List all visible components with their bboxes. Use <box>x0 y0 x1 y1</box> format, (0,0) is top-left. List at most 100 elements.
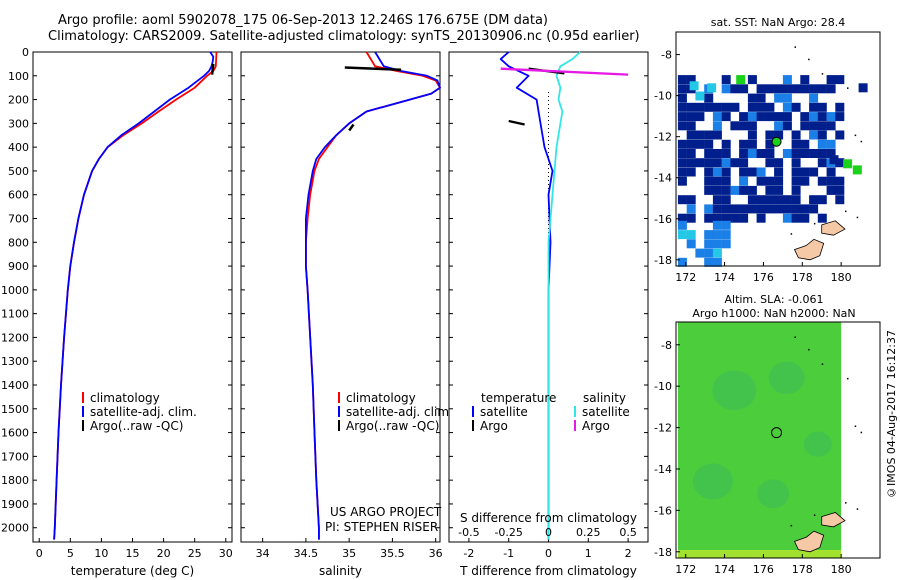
sst-cell <box>782 204 792 214</box>
sst-cell <box>686 121 696 131</box>
sst-cell <box>747 139 757 149</box>
sst-cell <box>817 176 827 186</box>
pi-label: PI: STEPHEN RISER <box>325 520 438 534</box>
sla-anomaly-blob <box>692 463 733 500</box>
sst-cell <box>695 91 705 101</box>
sst-cell <box>791 84 801 94</box>
sst-cell <box>774 176 784 186</box>
sst-cell <box>686 112 696 122</box>
sst-cell <box>756 213 766 223</box>
sst_map-xtick-label: 178 <box>792 271 813 284</box>
sst-cell <box>782 149 792 158</box>
sst_map-ytick-label: -10 <box>654 90 672 103</box>
sst-island <box>793 238 825 261</box>
sst-cell <box>730 84 740 94</box>
sst-cell <box>835 112 845 122</box>
diff-s-argo-line <box>500 67 629 76</box>
sst-cell <box>835 75 845 85</box>
diff-legend-temp-title: temperature <box>481 391 556 405</box>
sst-cell <box>756 93 766 103</box>
sst-cell <box>686 239 696 249</box>
sla-islet <box>854 425 857 427</box>
sst-cell <box>809 121 819 131</box>
sla-islet <box>845 502 847 504</box>
sst-cell <box>817 121 827 131</box>
sla_map-xtick-label: 172 <box>675 563 696 576</box>
sst-cell <box>852 165 862 175</box>
sst-cell <box>712 121 722 131</box>
salinity-xtick-label: 36 <box>429 547 443 560</box>
sst-cell <box>817 139 827 149</box>
sst-cell <box>809 112 819 122</box>
sst-cell <box>677 139 687 149</box>
sst-cell <box>712 185 722 195</box>
sst-cell <box>739 84 749 94</box>
sst-islet <box>847 87 849 89</box>
sst-map-title: sat. SST: NaN Argo: 28.4 <box>711 16 845 29</box>
sst-islet <box>794 46 796 48</box>
sst-cell <box>677 102 687 112</box>
diff-top-xlabel: S difference from climatology <box>460 511 637 525</box>
sst-cell <box>800 84 810 94</box>
sst-cell <box>721 213 731 223</box>
sst-cell <box>826 112 836 122</box>
sst-cell <box>826 176 836 186</box>
sst-cell <box>686 130 696 140</box>
sst-cell <box>791 139 801 149</box>
sst-cell <box>817 149 827 158</box>
sst-cell <box>835 130 845 140</box>
sst-cell <box>695 130 705 140</box>
temp-legend-0-label: climatology <box>90 391 160 405</box>
sst-cell <box>747 167 757 177</box>
sal-legend-0-label: climatology <box>346 391 416 405</box>
sst-cell <box>712 257 722 267</box>
sst-cell <box>791 176 801 186</box>
temperature-xtick-label: 10 <box>94 547 108 560</box>
sst-cell <box>809 149 819 158</box>
sst-cell <box>791 149 801 158</box>
sst-islet <box>813 222 816 225</box>
sst-cell <box>774 158 784 168</box>
depth-tick-label: 200 <box>8 94 29 107</box>
sst-cell <box>686 167 696 177</box>
depth-tick-label: 1200 <box>1 331 29 344</box>
sla-island <box>821 512 846 528</box>
sst-cell <box>817 213 827 223</box>
sla_map-ytick-label: -18 <box>654 546 672 559</box>
sst-cell <box>800 139 810 149</box>
diff-top-tick-label: -0.5 <box>458 526 479 539</box>
salinity-plot-frame <box>240 51 441 543</box>
temperature-plot-frame <box>32 51 233 543</box>
sst-cell <box>782 112 792 122</box>
sst-cell <box>826 185 836 195</box>
sst-cell <box>800 149 810 158</box>
diff-legend-temp-sat-label: satellite <box>480 405 528 419</box>
difference-xtick-label: 1 <box>585 547 592 560</box>
sst-cell <box>800 112 810 122</box>
sst-cell <box>756 149 766 158</box>
sst-cell <box>721 158 731 168</box>
temp-legend-1-label: satellite-adj. clim. <box>90 405 197 419</box>
salinity-xtick-label: 34 <box>256 547 270 560</box>
sst-cell <box>704 248 714 258</box>
sst-cell <box>712 230 722 240</box>
sst-cell <box>677 220 687 230</box>
sla-island <box>793 530 825 553</box>
sst-cell <box>817 130 827 140</box>
sst-cell <box>791 130 801 140</box>
sla-islet <box>847 377 849 380</box>
sst-cell <box>809 130 819 140</box>
sst-cell <box>739 158 749 168</box>
sla-islet <box>821 363 824 365</box>
sst-cell <box>774 185 784 195</box>
sst-cell <box>756 195 766 205</box>
sst-cell <box>721 239 731 249</box>
sst-cell <box>835 185 845 195</box>
depth-tick-label: 1600 <box>1 427 29 440</box>
sst-cell <box>826 121 836 131</box>
sst-cell <box>686 213 696 223</box>
sst-cell <box>826 149 836 158</box>
sst-cell <box>721 112 731 122</box>
diff-legend-sal-sat-label: satellite <box>582 405 630 419</box>
sst-cell <box>707 83 717 93</box>
